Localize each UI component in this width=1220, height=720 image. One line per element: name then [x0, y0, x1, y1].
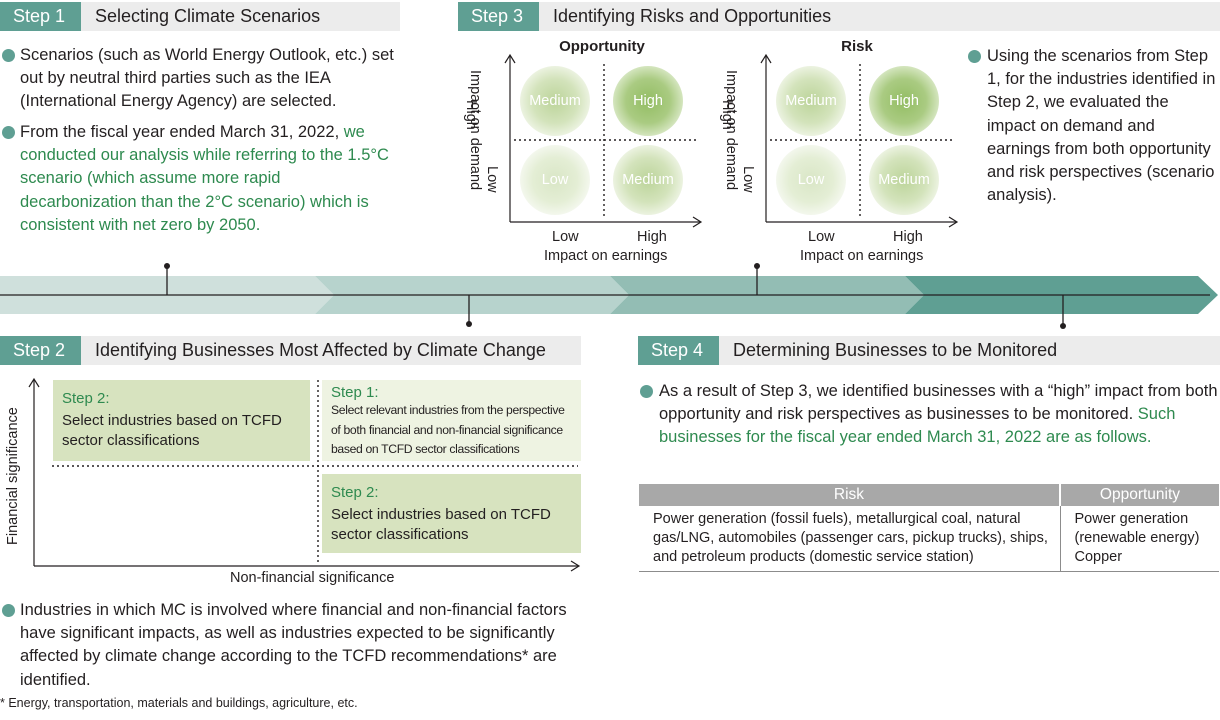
risk-x-axis-label: Impact on earnings: [800, 248, 924, 264]
opportunity-quadrant-low: Low: [520, 145, 590, 215]
step4-bullet-highlight: Such businesses for the fiscal year ende…: [659, 405, 1176, 447]
opportunity-quadrant-medium-top: Medium: [520, 66, 590, 136]
risk-quadrant-medium-top: Medium: [776, 66, 846, 136]
opportunity-axes: [504, 53, 703, 228]
bullet-icon: [968, 50, 981, 63]
table-cell-opportunity: Power generation (renewable energy) Copp…: [1060, 506, 1219, 572]
bullet-icon: [640, 385, 653, 398]
risk-quadrant-high: High: [869, 66, 939, 136]
step4-bullet-plain: As a result of Step 3, we identified bus…: [659, 382, 1218, 424]
step3-tag: Step 3: [458, 2, 539, 31]
step4-title: Determining Businesses to be Monitored: [733, 340, 1058, 360]
step4-bullet: As a result of Step 3, we identified bus…: [659, 380, 1219, 450]
step2-box-top-right: Step 1: Select relevant industries from …: [322, 380, 581, 461]
step2-axes: [28, 377, 581, 572]
risk-y-low: Low: [740, 166, 756, 193]
box-title: Step 2:: [331, 484, 379, 501]
table-cell-risk: Power generation (fossil fuels), metallu…: [639, 506, 1061, 572]
risk-title: Risk: [841, 38, 873, 55]
opportunity-item: Copper: [1074, 549, 1123, 565]
box-body: Select industries based on TCFD sector c…: [62, 412, 282, 449]
step1-tag: Step 1: [0, 2, 81, 31]
step2-footnote: * Energy, transportation, materials and …: [0, 696, 358, 710]
step4-tag: Step 4: [638, 336, 719, 365]
opportunity-x-axis-label: Impact on earnings: [544, 248, 668, 264]
process-timeline: [0, 263, 1218, 329]
risk-axes: [760, 53, 959, 228]
box-body: Select relevant industries from the pers…: [331, 403, 565, 456]
bullet-icon: [2, 49, 15, 62]
risk-x-high: High: [893, 229, 923, 245]
step4-header: Step 4 Determining Businesses to be Moni…: [638, 336, 1220, 365]
opportunity-quadrant-medium-bottom: Medium: [613, 145, 683, 215]
table-header-risk: Risk: [639, 484, 1061, 506]
step3-bullet: Using the scenarios from Step 1, for the…: [987, 47, 1216, 205]
step1-bullet2: From the fiscal year ended March 31, 202…: [20, 121, 395, 237]
step1-bullet2-plain: From the fiscal year ended March 31, 202…: [20, 123, 344, 141]
opportunity-title: Opportunity: [559, 38, 645, 55]
step2-header: Step 2 Identifying Businesses Most Affec…: [0, 336, 581, 365]
risk-y-axis-label: Impact on demand: [723, 70, 739, 191]
step1-bullet1: Scenarios (such as World Energy Outlook,…: [20, 46, 394, 111]
opportunity-y-axis-label: Impact on demand: [467, 70, 483, 191]
opportunity-quadrant-high: High: [613, 66, 683, 136]
table-header-opportunity: Opportunity: [1060, 484, 1219, 506]
opportunity-x-high: High: [637, 229, 667, 245]
step2-x-axis-label: Non-financial significance: [230, 570, 395, 586]
step2-box-bottom-right: Step 2: Select industries based on TCFD …: [322, 474, 581, 553]
step2-tag: Step 2: [0, 336, 81, 365]
step3-title: Identifying Risks and Opportunities: [553, 6, 832, 26]
opportunity-x-low: Low: [552, 229, 579, 245]
box-body: Select industries based on TCFD sector c…: [331, 506, 551, 543]
risk-quadrant-medium-bottom: Medium: [869, 145, 939, 215]
opportunity-y-low: Low: [484, 166, 500, 193]
step2-title: Identifying Businesses Most Affected by …: [95, 340, 546, 360]
opportunity-item: Power generation (renewable energy): [1074, 511, 1200, 546]
risk-x-low: Low: [808, 229, 835, 245]
step1-title: Selecting Climate Scenarios: [95, 6, 321, 26]
bullet-icon: [2, 604, 15, 617]
step2-box-top-left: Step 2: Select industries based on TCFD …: [53, 380, 310, 461]
bullet-icon: [2, 126, 15, 139]
step2-bullet: Industries in which MC is involved where…: [20, 601, 567, 689]
monitored-businesses-table: Risk Opportunity Power generation (fossi…: [639, 484, 1219, 572]
step3-header: Step 3 Identifying Risks and Opportuniti…: [458, 2, 1220, 31]
step1-bullet2-highlight: we conducted our analysis while referrin…: [20, 123, 389, 234]
risk-quadrant-low: Low: [776, 145, 846, 215]
box-title: Step 2:: [62, 390, 110, 407]
box-title: Step 1:: [331, 384, 379, 401]
step1-header: Step 1 Selecting Climate Scenarios: [0, 2, 400, 31]
step2-y-axis-label: Financial significance: [5, 407, 21, 545]
